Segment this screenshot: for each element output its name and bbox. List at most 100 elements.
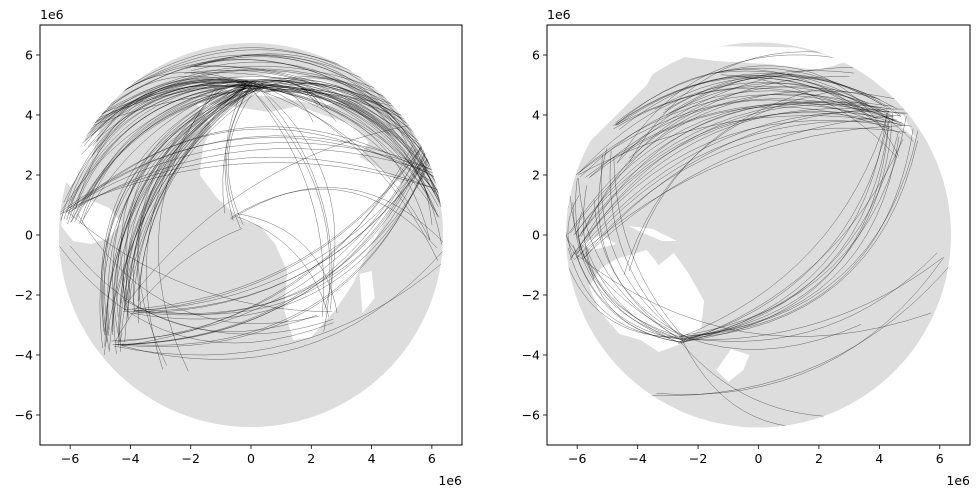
- route-line: [578, 178, 684, 341]
- route-line: [68, 128, 432, 212]
- route-line: [70, 245, 317, 332]
- route-line: [77, 65, 420, 129]
- land-shape: [359, 271, 375, 313]
- route-line: [679, 128, 914, 337]
- route-line: [116, 133, 437, 347]
- route-line: [585, 245, 683, 344]
- y-axis-ticks: −6 −4 −2 0 2 4 6: [15, 48, 40, 423]
- route-line: [81, 87, 252, 225]
- route-line: [131, 125, 444, 314]
- x-tick-label: 6: [428, 451, 436, 466]
- route-line: [194, 65, 434, 155]
- route-line: [588, 106, 902, 179]
- route-line: [264, 90, 399, 139]
- route-line: [115, 134, 431, 346]
- route-line: [184, 69, 419, 156]
- route-line: [59, 137, 442, 213]
- map-panel-right: −6 −4 −2 0 2 4 6 −6 −4 −2 0 2 4 6 1e6 1e6: [522, 7, 971, 488]
- route-line: [600, 154, 683, 338]
- route-line: [250, 85, 337, 122]
- route-line: [137, 84, 229, 366]
- route-line: [119, 81, 252, 352]
- route-line: [68, 126, 437, 214]
- route-line: [113, 260, 444, 356]
- route-line: [124, 131, 433, 310]
- route-line: [566, 210, 579, 254]
- route-line: [683, 257, 943, 341]
- route-line: [237, 216, 330, 318]
- route-line: [70, 88, 247, 223]
- route-line: [121, 148, 416, 347]
- route-line: [121, 128, 429, 345]
- y-tick-label: −6: [522, 408, 540, 423]
- route-line: [70, 80, 420, 129]
- route-line: [63, 83, 251, 203]
- route-line: [122, 140, 437, 346]
- route-line: [619, 75, 871, 130]
- route-line: [679, 116, 907, 337]
- route-line: [569, 108, 906, 261]
- flight-routes: [58, 47, 444, 372]
- route-line: [193, 65, 434, 161]
- route-line: [681, 112, 894, 339]
- route-line: [583, 108, 911, 260]
- route-line: [613, 156, 688, 342]
- route-line: [258, 80, 319, 106]
- route-line: [300, 88, 438, 215]
- map-panel-left: −6 −4 −2 0 2 4 6 −6 −4 −2 0 2 4 6 1e6 1e6: [15, 7, 463, 488]
- route-line: [118, 84, 259, 346]
- route-line: [114, 228, 243, 343]
- x-tick-label: −2: [181, 451, 199, 466]
- y-tick-label: 0: [25, 228, 33, 243]
- route-line: [230, 188, 438, 249]
- x-axis-ticks: −6 −4 −2 0 2 4 6: [568, 445, 944, 466]
- route-line: [678, 112, 888, 344]
- route-line: [69, 162, 433, 209]
- x-tick-label: 4: [875, 451, 883, 466]
- x-tick-label: 6: [936, 451, 944, 466]
- route-line: [683, 133, 899, 340]
- x-tick-label: 4: [368, 451, 376, 466]
- y-tick-label: 6: [25, 48, 33, 63]
- land-shape: [196, 103, 402, 340]
- route-line: [230, 187, 444, 248]
- route-line: [190, 72, 433, 156]
- route-line: [253, 82, 414, 138]
- route-line: [666, 82, 894, 121]
- route-line: [585, 251, 685, 343]
- route-line: [577, 98, 903, 174]
- route-line: [120, 81, 252, 341]
- route-line: [257, 86, 442, 245]
- route-line: [570, 196, 686, 342]
- y-tick-label: 4: [532, 108, 540, 123]
- route-line: [68, 148, 442, 213]
- route-line: [74, 81, 245, 145]
- route-line: [576, 103, 893, 254]
- route-line: [58, 135, 444, 216]
- route-line: [573, 252, 931, 337]
- route-line: [573, 101, 894, 236]
- route-line: [255, 80, 321, 106]
- route-line: [570, 120, 888, 258]
- route-line: [585, 104, 903, 178]
- route-line: [194, 53, 430, 165]
- route-line: [112, 84, 249, 333]
- route-line: [104, 88, 252, 347]
- route-line: [83, 81, 253, 147]
- route-line: [609, 150, 685, 342]
- land-shape: [589, 250, 705, 352]
- x-tick-label: −4: [121, 451, 139, 466]
- route-line: [137, 87, 256, 310]
- y-tick-label: 0: [532, 228, 540, 243]
- y-tick-label: −4: [522, 348, 540, 363]
- route-line: [222, 80, 254, 214]
- route-line: [63, 156, 438, 214]
- route-line: [103, 88, 244, 356]
- route-line: [299, 83, 439, 217]
- route-line: [718, 70, 914, 142]
- route-line: [226, 81, 255, 229]
- y-tick-label: 6: [532, 48, 540, 63]
- route-line: [120, 80, 253, 309]
- route-line: [616, 54, 841, 164]
